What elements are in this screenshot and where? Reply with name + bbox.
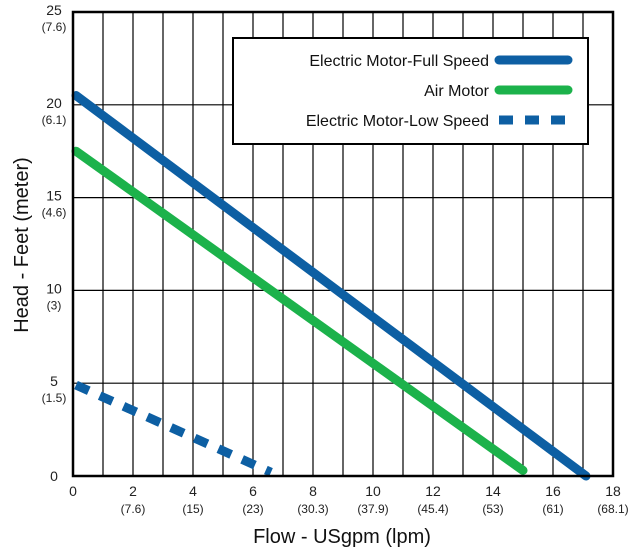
x-tick-sublabel: (30.3): [297, 502, 328, 516]
x-tick-label: 10: [365, 483, 381, 499]
y-tick-sublabel: (3): [47, 298, 62, 312]
x-tick-label: 6: [249, 483, 257, 499]
y-tick-sublabel: (6.1): [42, 113, 67, 127]
series-lines: [71, 91, 591, 481]
x-tick-sublabel: (23): [242, 502, 263, 516]
x-tick-label: 16: [545, 483, 561, 499]
x-tick-sublabel: (68.1): [597, 502, 628, 516]
y-tick-sublabel: (1.5): [42, 391, 67, 405]
x-axis-title: Flow - USgpm (lpm): [253, 526, 431, 548]
x-tick-sublabel: (37.9): [357, 502, 388, 516]
x-tick-label: 14: [485, 483, 501, 499]
y-tick-label: 10: [46, 280, 62, 296]
x-tick-sublabel: (53): [482, 502, 503, 516]
legend-label: Electric Motor-Full Speed: [309, 53, 489, 70]
x-tick-sublabel: (61): [542, 502, 563, 516]
x-axis-ticks: 0 2 (7.6) 4 (15) 6 (23) 8 (30.3) 10 (37.9) 12 (45.4)…: [69, 483, 629, 516]
y-axis-ticks: 0 5 (1.5) 10 (3) 15 (4.6) 20 (6.1) 25 (7.6): [42, 2, 67, 484]
x-tick-label: 4: [189, 483, 197, 499]
x-tick-label: 0: [69, 483, 77, 499]
plot-frame: [71, 10, 615, 478]
legend-label: Electric Motor-Low Speed: [306, 113, 489, 130]
legend-label: Air Motor: [424, 83, 490, 100]
y-tick-label: 5: [50, 373, 58, 389]
series-line: [74, 380, 273, 477]
y-tick-sublabel: (4.6): [42, 206, 67, 220]
y-tick-label: 15: [46, 188, 62, 204]
x-tick-sublabel: (7.6): [121, 502, 146, 516]
series-line: [71, 146, 528, 475]
x-tick-label: 8: [309, 483, 317, 499]
y-axis-title: Head - Feet (meter): [11, 157, 33, 333]
y-tick-label: 0: [50, 468, 58, 484]
y-tick-label: 25: [46, 2, 62, 18]
x-tick-label: 12: [425, 483, 441, 499]
x-tick-label: 2: [129, 483, 137, 499]
y-tick-label: 20: [46, 95, 62, 111]
series-line: [71, 91, 591, 481]
x-tick-label: 18: [605, 483, 621, 499]
x-tick-sublabel: (45.4): [417, 502, 448, 516]
y-tick-sublabel: (7.6): [42, 20, 67, 34]
legend: Electric Motor-Full Speed Air Motor Electr…: [232, 37, 589, 145]
x-tick-sublabel: (15): [182, 502, 203, 516]
